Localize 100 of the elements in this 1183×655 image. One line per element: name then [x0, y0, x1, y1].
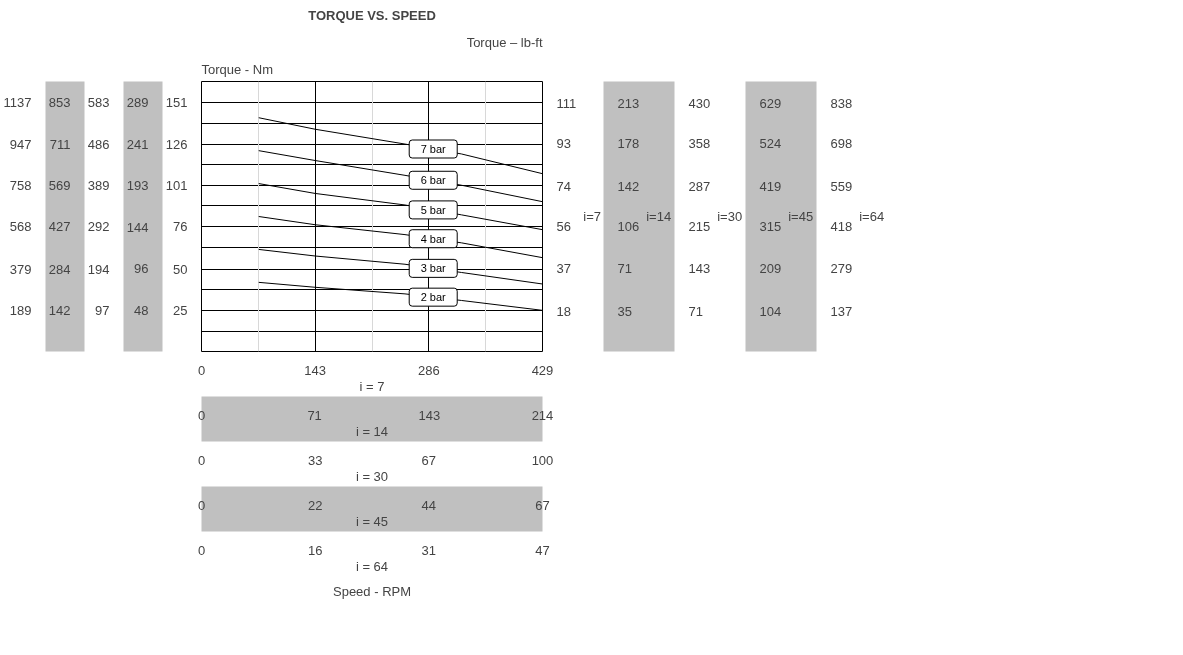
text: 71: [617, 261, 632, 277]
y-tick-label: 25: [173, 302, 188, 318]
text: 142: [48, 302, 71, 318]
text: i=14: [646, 209, 672, 224]
text: 698: [830, 136, 853, 152]
series-label: 4 bar: [420, 232, 447, 245]
y3-tick-label: 193: [126, 178, 149, 194]
x-tick-label: 0: [197, 362, 206, 378]
text: 213: [617, 96, 640, 112]
y-tick-label: 126: [165, 136, 188, 152]
y-tick-label: 151: [165, 95, 188, 111]
y3-tick-label: 241: [126, 136, 149, 152]
text: 711: [49, 136, 71, 152]
text: 97: [95, 302, 110, 318]
y-tick-label: 76: [173, 218, 188, 234]
y3-tick-label: 48: [134, 302, 149, 318]
x-tick-label: 429: [531, 362, 554, 378]
text: 568: [9, 218, 32, 234]
text: 315: [759, 219, 782, 235]
text: 389: [87, 177, 110, 193]
text: 292: [87, 218, 110, 234]
x2-tick-label: 143: [418, 407, 441, 423]
y2-tick-label: 18: [556, 303, 571, 319]
x-tick-label: 286: [417, 362, 440, 378]
text: 486: [87, 136, 110, 152]
series-label: 7 bar: [420, 143, 447, 155]
text: i = 64: [355, 558, 389, 574]
text: 1137: [3, 95, 32, 111]
text: 853: [48, 95, 71, 111]
text: 100: [531, 452, 554, 468]
y2-axis-title: Torque – lb-ft: [466, 34, 543, 50]
y2-tick-label: 37: [556, 261, 571, 277]
text: 524: [759, 136, 782, 152]
text: 142: [617, 178, 640, 194]
text: 287: [688, 178, 711, 194]
text: i = 30: [355, 468, 389, 484]
text: 106: [617, 219, 640, 235]
text: 16: [307, 542, 323, 558]
y2-tick-label: 111: [556, 96, 577, 112]
text: 569: [48, 177, 71, 193]
y-axis-title: Torque - Nm: [201, 61, 274, 77]
x2-tick-label: 0: [197, 407, 206, 423]
text: 629: [759, 96, 782, 112]
series-label: 3 bar: [420, 262, 447, 275]
y3-tick-label: 144: [126, 220, 149, 236]
x-tick-label: 143: [304, 362, 327, 378]
text: 419: [759, 178, 782, 194]
text: 838: [830, 96, 853, 112]
text: 284: [48, 261, 71, 277]
text: 0: [197, 497, 206, 513]
text: i=64: [859, 209, 885, 224]
text: 178: [617, 136, 640, 152]
y2-tick-label: 74: [556, 178, 571, 194]
text: 71: [688, 303, 703, 319]
y3-tick-label: 96: [134, 261, 149, 277]
text: 358: [688, 136, 711, 152]
text: 194: [87, 261, 110, 277]
text: 947: [9, 136, 32, 152]
text: 35: [617, 303, 632, 319]
text: 31: [421, 542, 437, 558]
y3-tick-label: 289: [126, 95, 149, 111]
text: 215: [688, 219, 711, 235]
y2-tick-label: 93: [556, 136, 571, 152]
text: i = 14: [355, 423, 389, 439]
x2-tick-label: 71: [307, 407, 322, 423]
text: 67: [421, 452, 437, 468]
text: i=45: [788, 209, 814, 224]
text: 427: [48, 218, 71, 234]
text: 418: [830, 219, 853, 235]
series-label: 2 bar: [420, 291, 447, 304]
text: 758: [9, 177, 32, 193]
y2-tick-label: 56: [556, 219, 571, 235]
y-tick-label: 101: [165, 177, 188, 193]
x2-tick-label: 214: [531, 407, 554, 423]
text: 47: [535, 542, 550, 558]
text: i = 45: [355, 513, 389, 529]
text: 67: [535, 497, 550, 513]
series-label: 5 bar: [420, 203, 447, 216]
text: i=30: [717, 209, 743, 224]
series-label: 6 bar: [420, 174, 447, 187]
text: i = 7: [359, 378, 385, 394]
y-tick-label: 50: [173, 261, 188, 277]
text: 22: [307, 497, 323, 513]
text: 44: [421, 497, 437, 513]
text: 430: [688, 96, 711, 112]
text: 0: [197, 542, 206, 558]
text: 279: [830, 261, 853, 277]
chart-title: TORQUE VS. SPEED: [308, 7, 436, 23]
text: 137: [830, 303, 853, 319]
text: 559: [830, 178, 853, 194]
text: 104: [759, 303, 782, 319]
text: 189: [9, 302, 32, 318]
text: 33: [307, 452, 323, 468]
text: 209: [759, 261, 782, 277]
text: 583: [87, 95, 110, 111]
text: 143: [688, 261, 711, 277]
text: i=7: [583, 209, 601, 224]
text: 0: [197, 452, 206, 468]
text: Speed - RPM: [332, 583, 412, 599]
text: 379: [9, 261, 32, 277]
